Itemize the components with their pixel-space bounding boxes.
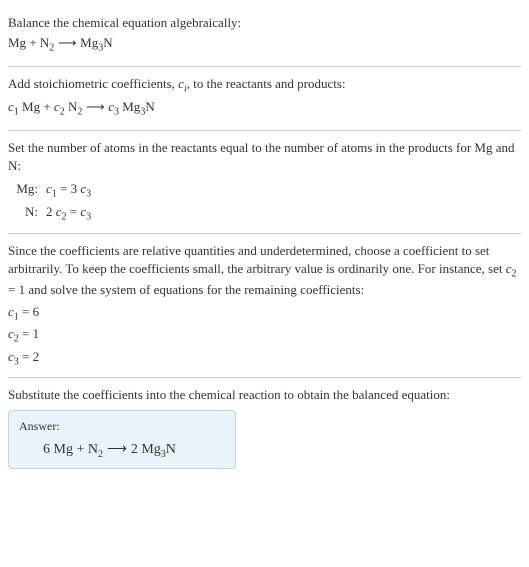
c-val: = 1 xyxy=(19,326,39,341)
ans-a: 6 Mg + N xyxy=(43,442,98,457)
arrow-icon: ⟶ xyxy=(82,99,108,114)
n-equation: 2 c2 = c3 xyxy=(46,202,91,225)
answer-box: Answer: 6 Mg + N2 ⟶ 2 Mg3N xyxy=(8,410,236,469)
solve-instruction: Since the coefficients are relative quan… xyxy=(8,242,521,300)
text-b: = 1 and solve the system of equations fo… xyxy=(8,282,364,297)
section-coefficients: Add stoichiometric coefficients, ci, to … xyxy=(8,67,521,131)
reactant-mg: Mg xyxy=(8,35,26,50)
mg-text: Mg + xyxy=(19,99,54,114)
c2-sub: 2 xyxy=(512,268,517,279)
text-a: Add stoichiometric coefficients, xyxy=(8,76,178,91)
problem-statement: Balance the chemical equation algebraica… xyxy=(8,14,521,32)
pre: 2 xyxy=(46,204,56,219)
section-solve: Since the coefficients are relative quan… xyxy=(8,234,521,379)
mg-label: Mg: xyxy=(8,179,38,199)
product-mg: Mg xyxy=(80,35,98,50)
plus: + xyxy=(26,35,40,50)
answer-label: Answer: xyxy=(19,419,225,434)
c-val: = 2 xyxy=(19,349,39,364)
n-label: N: xyxy=(8,202,38,222)
section-problem: Balance the chemical equation algebraica… xyxy=(8,6,521,67)
c-val: = 6 xyxy=(19,304,39,319)
eq-n: N: 2 c2 = c3 xyxy=(8,202,521,225)
mg3-text: Mg xyxy=(119,99,140,114)
arrow-icon: ⟶ xyxy=(103,440,131,456)
c-sub: 3 xyxy=(86,212,91,223)
coef-c1: c1 = 6 xyxy=(8,302,521,325)
mg-equation: c1 = 3 c3 xyxy=(46,179,91,202)
balanced-equation: 6 Mg + N2 ⟶ 2 Mg3N xyxy=(19,440,225,460)
coeff-equation: c1 Mg + c2 N2 ⟶ c3 Mg3N xyxy=(8,98,521,120)
eq-mid: = xyxy=(67,204,81,219)
unbalanced-equation: Mg + N2 ⟶ Mg3N xyxy=(8,34,521,56)
atom-equations: Mg: c1 = 3 c3 N: 2 c2 = c3 xyxy=(8,179,521,224)
c-sub: 3 xyxy=(86,189,91,200)
atoms-instruction: Set the number of atoms in the reactants… xyxy=(8,139,521,175)
section-atoms: Set the number of atoms in the reactants… xyxy=(8,131,521,234)
text-a: Since the coefficients are relative quan… xyxy=(8,243,506,276)
reactant-n: N xyxy=(40,35,49,50)
n-text: N xyxy=(65,99,78,114)
coef-c3: c3 = 2 xyxy=(8,347,521,370)
text-b: , to the reactants and products: xyxy=(187,76,346,91)
coef-values: c1 = 6 c2 = 1 c3 = 2 xyxy=(8,302,521,370)
substitute-instruction: Substitute the coefficients into the che… xyxy=(8,386,521,404)
eq-mid: = 3 xyxy=(57,181,81,196)
section-answer: Substitute the coefficients into the che… xyxy=(8,378,521,477)
eq-mg: Mg: c1 = 3 c3 xyxy=(8,179,521,202)
ans-b: 2 Mg xyxy=(131,442,161,457)
coef-c2: c2 = 1 xyxy=(8,324,521,347)
arrow-icon: ⟶ xyxy=(54,35,80,50)
n-final: N xyxy=(145,99,154,114)
ans-c: N xyxy=(166,442,176,457)
coeff-instruction: Add stoichiometric coefficients, ci, to … xyxy=(8,75,521,97)
product-n: N xyxy=(103,35,112,50)
